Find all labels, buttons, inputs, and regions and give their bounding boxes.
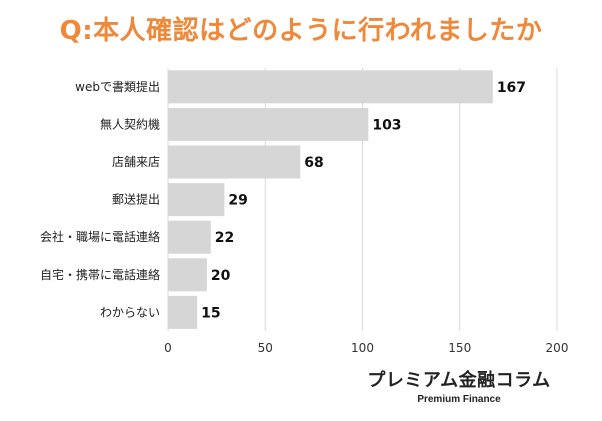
- category-label: webで書類提出: [75, 79, 160, 94]
- x-tick-label: 0: [164, 341, 172, 355]
- data-label: 20: [211, 268, 231, 284]
- data-label: 15: [201, 305, 220, 321]
- bars: [168, 70, 493, 329]
- x-tick-label: 200: [546, 341, 569, 355]
- bar: [168, 220, 211, 254]
- category-labels: webで書類提出無人契約機店舗来店郵送提出会社・職場に電話連絡自宅・携帯に電話連…: [40, 79, 160, 320]
- category-label: 郵送提出: [112, 192, 160, 207]
- bar: [168, 70, 493, 104]
- bar: [168, 145, 301, 179]
- brand-logo: プレミアム金融コラム Premium Finance: [354, 366, 564, 405]
- data-label: 22: [215, 230, 234, 246]
- category-label: わからない: [100, 305, 160, 319]
- bar: [168, 107, 369, 141]
- category-label: 無人契約機: [100, 116, 160, 131]
- category-label: 会社・職場に電話連絡: [40, 229, 160, 244]
- brand-name: プレミアム金融コラム: [367, 370, 551, 391]
- bar: [168, 258, 207, 292]
- value-labels: 167 103 68 29 22 20 15: [201, 80, 526, 322]
- bar: [168, 295, 198, 329]
- brand-subname: Premium Finance: [417, 394, 501, 405]
- x-axis-ticks: 0 50 100 150 200: [164, 341, 568, 355]
- x-tick-label: 50: [258, 341, 273, 355]
- category-label: 店舗来店: [112, 155, 160, 169]
- category-label: 自宅・携帯に電話連絡: [40, 267, 160, 282]
- data-label: 68: [304, 155, 323, 171]
- x-tick-label: 150: [448, 341, 471, 355]
- data-label: 103: [372, 117, 401, 133]
- data-label: 167: [497, 80, 526, 96]
- gridlines: [167, 68, 558, 331]
- bar: [168, 183, 225, 217]
- chart-title: Q:本人確認はどのように行われましたか: [59, 16, 543, 46]
- x-tick-label: 100: [351, 341, 374, 355]
- data-label: 29: [228, 193, 247, 209]
